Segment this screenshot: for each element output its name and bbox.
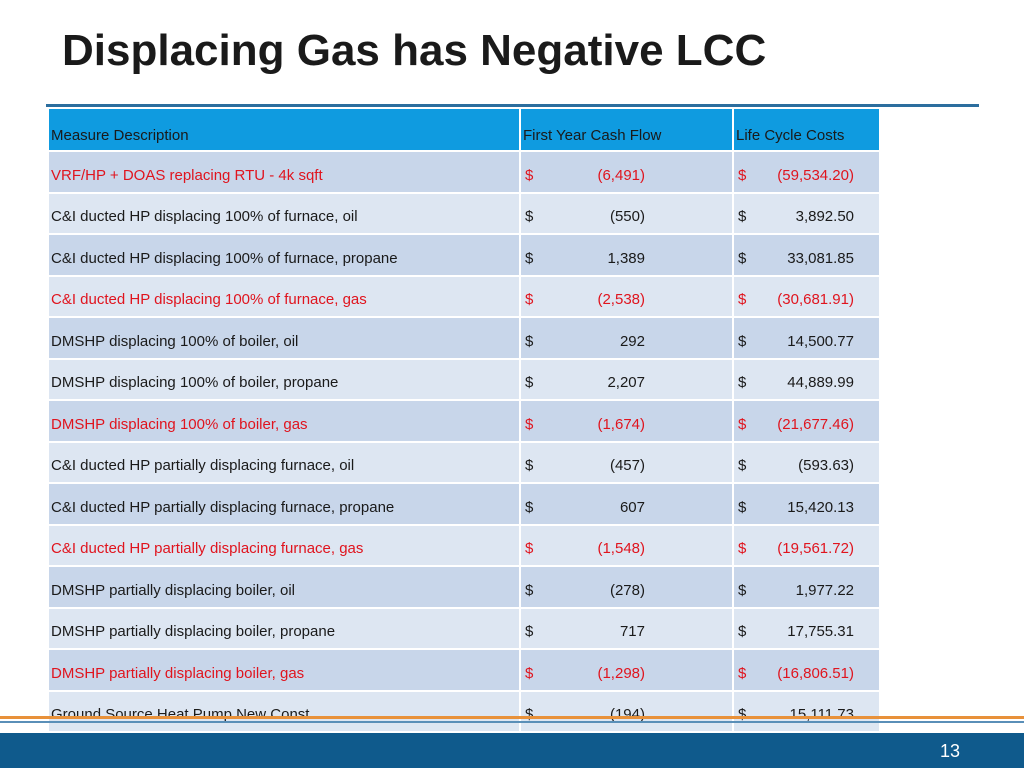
life-cycle-costs-cell: $ (593.63) [732, 440, 879, 482]
life-cycle-costs-cell: $17,755.31 [732, 606, 879, 648]
table-row: DMSHP displacing 100% of boiler, propane… [49, 357, 879, 399]
first-year-cash-flow-cell: $292 [519, 316, 732, 358]
first-year-cash-flow-cell: $ (278) [519, 565, 732, 607]
header-life-cycle-costs: Life Cycle Costs [732, 109, 879, 150]
slide-title: Displacing Gas has Negative LCC [62, 26, 767, 75]
measure-description-cell: DMSHP displacing 100% of boiler, gas [49, 399, 519, 441]
table-row: Ground Source Heat Pump New Const. $ (194)… [49, 689, 879, 731]
measure-description-cell: C&I ducted HP partially displacing furna… [49, 482, 519, 524]
first-year-cash-flow-cell: $ (457) [519, 440, 732, 482]
first-year-cash-flow-cell: $ (550) [519, 191, 732, 233]
first-year-cash-flow-cell: $ (1,674) [519, 399, 732, 441]
table-row: C&I ducted HP displacing 100% of furnace… [49, 233, 879, 275]
first-year-cash-flow-cell: $ (194) [519, 689, 732, 731]
first-year-cash-flow-cell: $ (6,491) [519, 150, 732, 192]
table-row: DMSHP partially displacing boiler, oil $(… [49, 565, 879, 607]
first-year-cash-flow-cell: $ (1,298) [519, 648, 732, 690]
life-cycle-costs-cell: $1,977.22 [732, 565, 879, 607]
footer-blue-line [0, 721, 1024, 723]
life-cycle-costs-cell: $ (59,534.20) [732, 150, 879, 192]
table-row: C&I ducted HP displacing 100% of furnace… [49, 274, 879, 316]
first-year-cash-flow-cell: $ (2,538) [519, 274, 732, 316]
title-divider [46, 104, 979, 107]
first-year-cash-flow-cell: $ (1,548) [519, 523, 732, 565]
header-measure-description: Measure Description [49, 109, 519, 150]
measure-description-cell: DMSHP displacing 100% of boiler, propane [49, 357, 519, 399]
table-row: DMSHP partially displacing boiler, gas $(… [49, 648, 879, 690]
life-cycle-costs-cell: $15,420.13 [732, 482, 879, 524]
measure-description-cell: VRF/HP + DOAS replacing RTU - 4k sqft [49, 150, 519, 192]
table-row: VRF/HP + DOAS replacing RTU - 4k sqft $ (6… [49, 150, 879, 192]
table-row: C&I ducted HP partially displacing furna… [49, 440, 879, 482]
measure-description-cell: DMSHP partially displacing boiler, oil [49, 565, 519, 607]
header-first-year-cash-flow: First Year Cash Flow [519, 109, 732, 150]
table-row: C&I ducted HP partially displacing furna… [49, 523, 879, 565]
life-cycle-costs-cell: $15,111.73 [732, 689, 879, 731]
measure-description-cell: C&I ducted HP partially displacing furna… [49, 440, 519, 482]
measure-description-cell: C&I ducted HP partially displacing furna… [49, 523, 519, 565]
first-year-cash-flow-cell: $717 [519, 606, 732, 648]
measure-description-cell: C&I ducted HP displacing 100% of furnace… [49, 274, 519, 316]
life-cycle-costs-cell: $14,500.77 [732, 316, 879, 358]
life-cycle-costs-cell: $ (16,806.51) [732, 648, 879, 690]
life-cycle-costs-cell: $3,892.50 [732, 191, 879, 233]
life-cycle-costs-cell: $ (19,561.72) [732, 523, 879, 565]
measure-description-cell: C&I ducted HP displacing 100% of furnace… [49, 233, 519, 275]
first-year-cash-flow-cell: $2,207 [519, 357, 732, 399]
footer-orange-line [0, 716, 1024, 719]
first-year-cash-flow-cell: $607 [519, 482, 732, 524]
measure-description-cell: DMSHP displacing 100% of boiler, oil [49, 316, 519, 358]
life-cycle-costs-cell: $44,889.99 [732, 357, 879, 399]
table-row: DMSHP displacing 100% of boiler, gas $ (1,… [49, 399, 879, 441]
lcc-table: Measure Description First Year Cash Flow… [49, 109, 879, 731]
measure-description-cell: DMSHP partially displacing boiler, propa… [49, 606, 519, 648]
table-row: DMSHP displacing 100% of boiler, oil $292… [49, 316, 879, 358]
life-cycle-costs-cell: $33,081.85 [732, 233, 879, 275]
table-row: C&I ducted HP displacing 100% of furnace… [49, 191, 879, 233]
page-number: 13 [939, 741, 961, 761]
table-header-row: Measure Description First Year Cash Flow… [49, 109, 879, 150]
first-year-cash-flow-cell: $1,389 [519, 233, 732, 275]
measure-description-cell: Ground Source Heat Pump New Const. [49, 689, 519, 731]
measure-description-cell: DMSHP partially displacing boiler, gas [49, 648, 519, 690]
table-row: C&I ducted HP partially displacing furna… [49, 482, 879, 524]
table-row: DMSHP partially displacing boiler, propa… [49, 606, 879, 648]
footer-band [0, 733, 1024, 768]
measure-description-cell: C&I ducted HP displacing 100% of furnace… [49, 191, 519, 233]
life-cycle-costs-cell: $ (30,681.91) [732, 274, 879, 316]
life-cycle-costs-cell: $ (21,677.46) [732, 399, 879, 441]
